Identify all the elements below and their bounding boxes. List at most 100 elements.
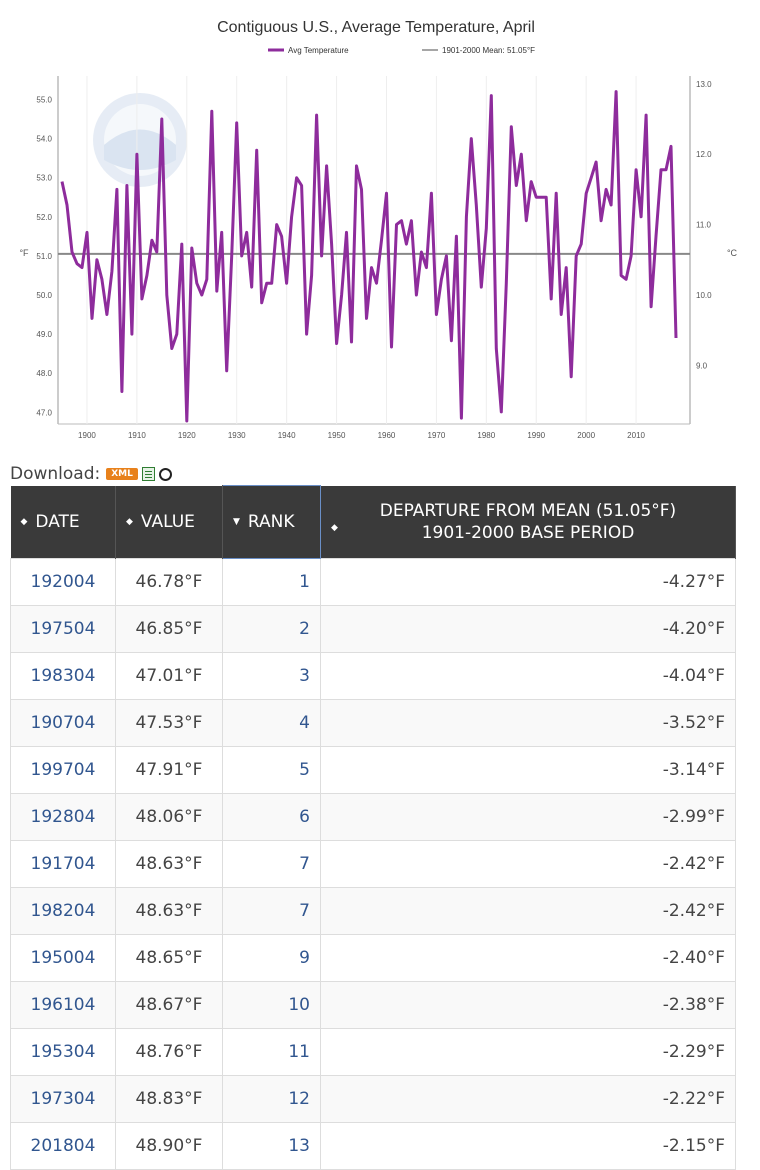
x-tick-label: 1950 (328, 431, 346, 440)
ring-icon[interactable] (158, 467, 172, 481)
date-link[interactable]: 191704 (10, 840, 116, 888)
date-link[interactable]: 196104 (10, 981, 116, 1029)
departure-cell: -2.40°F (320, 934, 736, 982)
rank-cell: 11 (222, 1028, 321, 1076)
table-row: 195304 48.76°F 11 -2.29°F (10, 1028, 736, 1076)
y2-axis-label: °C (727, 248, 738, 258)
header-value-label: VALUE (140, 511, 195, 532)
legend-series-label[interactable]: Avg Temperature (288, 46, 349, 55)
date-link[interactable]: 198204 (10, 887, 116, 935)
x-tick-label: 1900 (78, 431, 96, 440)
departure-cell: -3.52°F (320, 699, 736, 747)
sort-icon: ◆ (20, 516, 28, 527)
header-rank-label: RANK (247, 512, 295, 532)
table-row: 198304 47.01°F 3 -4.04°F (10, 652, 736, 700)
header-rank[interactable]: ▼ RANK (222, 485, 321, 559)
rank-cell: 4 (222, 699, 321, 747)
table-row: 191704 48.63°F 7 -2.42°F (10, 840, 736, 888)
rank-cell: 7 (222, 887, 321, 935)
departure-cell: -4.27°F (320, 558, 736, 606)
chart-svg: Contiguous U.S., Average Temperature, Ap… (19, 19, 738, 440)
date-link[interactable]: 195004 (10, 934, 116, 982)
rank-cell: 13 (222, 1122, 321, 1170)
value-cell: 48.67°F (115, 981, 223, 1029)
header-date[interactable]: ◆ DATE (10, 485, 116, 559)
date-link[interactable]: 199704 (10, 746, 116, 794)
y-axis-label: °F (19, 248, 29, 258)
date-link[interactable]: 201804 (10, 1122, 116, 1170)
date-link[interactable]: 192004 (10, 558, 116, 606)
y-tick-label: 49.0 (36, 330, 52, 339)
value-cell: 48.63°F (115, 840, 223, 888)
x-tick-label: 1980 (477, 431, 495, 440)
date-link[interactable]: 197504 (10, 605, 116, 653)
rank-cell: 12 (222, 1075, 321, 1123)
value-cell: 46.78°F (115, 558, 223, 606)
table-header-row: ◆ DATE ◆ VALUE ▼ RANK ◆ DEPARTURE FROM MEAN … (10, 485, 736, 559)
header-date-label: DATE (35, 511, 80, 532)
chart-title: Contiguous U.S., Average Temperature, Ap… (217, 19, 535, 36)
value-cell: 47.01°F (115, 652, 223, 700)
date-link[interactable]: 190704 (10, 699, 116, 747)
rank-cell: 7 (222, 840, 321, 888)
table-row: 197304 48.83°F 12 -2.22°F (10, 1075, 736, 1123)
y-tick-label: 52.0 (36, 213, 52, 222)
y2-tick-label: 12.0 (696, 150, 712, 159)
x-tick-label: 1930 (228, 431, 246, 440)
download-bar: Download: XML (10, 463, 172, 485)
y-tick-labels: 47.0 48.0 49.0 50.0 51.0 52.0 53.0 54.0 55.0 (36, 95, 52, 417)
departure-cell: -4.04°F (320, 652, 736, 700)
y-tick-label: 50.0 (36, 291, 52, 300)
x-tick-label: 1990 (527, 431, 545, 440)
value-cell: 48.06°F (115, 793, 223, 841)
header-departure[interactable]: ◆ DEPARTURE FROM MEAN (51.05°F) 1901-2000 … (320, 485, 736, 559)
date-link[interactable]: 195304 (10, 1028, 116, 1076)
sort-down-icon: ▼ (233, 517, 240, 527)
xml-download-button[interactable]: XML (106, 468, 138, 480)
legend-mean-label[interactable]: 1901-2000 Mean: 51.05°F (442, 46, 535, 55)
table-body: 192004 46.78°F 1 -4.27°F 197504 46.85°F 2 -4.20… (10, 558, 736, 1170)
download-label: Download: (10, 464, 101, 484)
table-row: 197504 46.85°F 2 -4.20°F (10, 605, 736, 653)
header-departure-line1: DEPARTURE FROM MEAN (51.05°F) (379, 500, 677, 521)
header-value[interactable]: ◆ VALUE (115, 485, 223, 559)
x-gridlines (86, 76, 637, 424)
sort-icon: ◆ (126, 516, 133, 527)
rank-cell: 6 (222, 793, 321, 841)
y2-tick-labels: 9.0 10.0 11.0 12.0 13.0 (696, 80, 712, 371)
y2-tick-label: 10.0 (696, 291, 712, 300)
table-row: 199704 47.91°F 5 -3.14°F (10, 746, 736, 794)
x-tick-label: 1920 (178, 431, 196, 440)
rank-cell: 1 (222, 558, 321, 606)
excel-download-icon[interactable] (141, 467, 155, 481)
value-cell: 48.83°F (115, 1075, 223, 1123)
x-tick-label: 1970 (428, 431, 446, 440)
series-line-avg-temperature[interactable] (60, 90, 678, 423)
y-tick-label: 54.0 (36, 135, 52, 144)
departure-cell: -2.29°F (320, 1028, 736, 1076)
value-cell: 46.85°F (115, 605, 223, 653)
rank-cell: 2 (222, 605, 321, 653)
table-row: 201804 48.90°F 13 -2.15°F (10, 1122, 736, 1170)
date-link[interactable]: 192804 (10, 793, 116, 841)
y-tick-label: 55.0 (36, 95, 52, 104)
y-tick-label: 47.0 (36, 408, 52, 417)
rank-cell: 5 (222, 746, 321, 794)
header-departure-line2: 1901-2000 BASE PERIOD (421, 522, 635, 543)
departure-cell: -4.20°F (320, 605, 736, 653)
y2-tick-label: 9.0 (696, 361, 708, 370)
table-row: 198204 48.63°F 7 -2.42°F (10, 887, 736, 935)
y2-tick-label: 11.0 (696, 221, 712, 230)
x-tick-label: 1960 (378, 431, 396, 440)
x-tick-label: 1910 (128, 431, 146, 440)
departure-cell: -2.42°F (320, 887, 736, 935)
x-tick-label: 1940 (278, 431, 296, 440)
value-cell: 47.53°F (115, 699, 223, 747)
date-link[interactable]: 198304 (10, 652, 116, 700)
date-link[interactable]: 197304 (10, 1075, 116, 1123)
sort-icon: ◆ (331, 522, 338, 533)
departure-cell: -2.38°F (320, 981, 736, 1029)
rank-cell: 9 (222, 934, 321, 982)
value-cell: 48.90°F (115, 1122, 223, 1170)
rankings-table: ◆ DATE ◆ VALUE ▼ RANK ◆ DEPARTURE FROM MEAN … (10, 485, 736, 1170)
